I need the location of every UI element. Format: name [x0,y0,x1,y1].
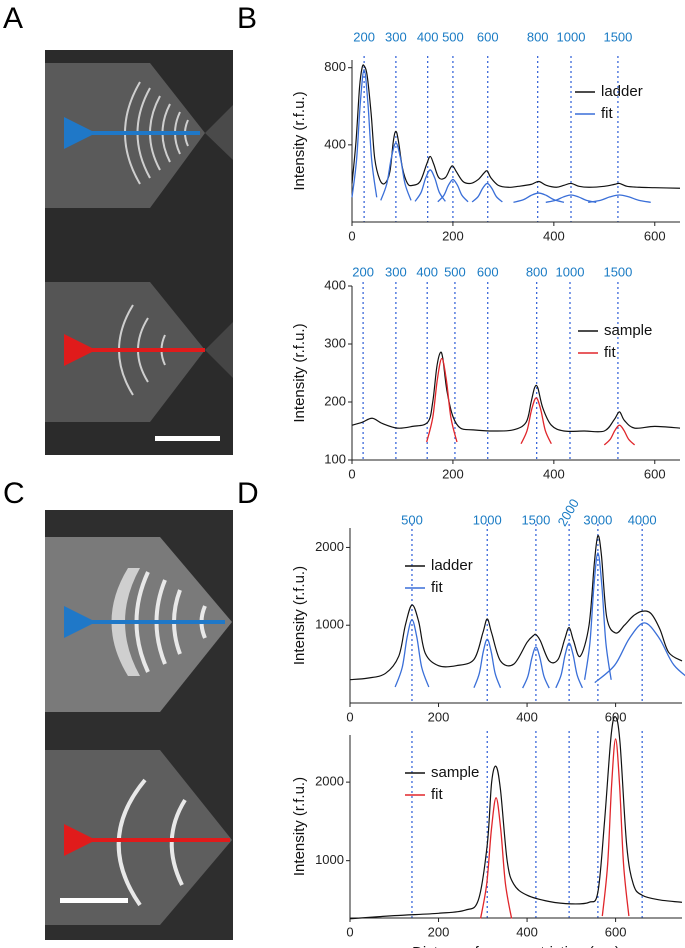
data-line [594,622,685,684]
marker-label: 1000 [557,29,586,44]
y-tick-label: 300 [324,335,346,350]
legend-label: fit [431,579,444,596]
marker-label: 800 [526,264,548,279]
x-tick-label: 0 [348,228,355,243]
legend-label: fit [431,786,444,803]
data-line [520,397,552,445]
data-line [394,619,430,688]
x-tick-label: 200 [442,466,464,481]
data-line [522,646,550,689]
marker-label: 400 [417,29,439,44]
y-tick-label: 800 [324,59,346,74]
legend-label: sample [604,322,652,339]
data-line [545,194,597,203]
legend-label: fit [604,344,617,361]
x-axis-label: Distance from constriction (µm) [412,944,620,948]
y-axis-label: Intensity (r.f.u.) [291,91,308,190]
y-axis-label: Intensity (r.f.u.) [291,566,308,665]
marker-label: 1000 [556,264,585,279]
marker-label: 1500 [521,512,550,527]
data-line [601,738,630,917]
x-tick-label: 200 [428,709,450,724]
marker-label: 500 [401,512,423,527]
y-tick-label: 400 [324,277,346,292]
micrograph-a [45,50,233,455]
legend-label: ladder [431,557,473,574]
x-tick-label: 400 [516,924,538,939]
y-tick-label: 200 [324,393,346,408]
y-tick-label: 1000 [315,617,344,632]
micrograph-c [45,510,233,940]
data-line [471,182,503,203]
marker-label: 200 [353,29,375,44]
data-line [555,642,584,689]
data-line [414,169,446,202]
data-line [351,64,681,189]
marker-label: 200 [352,264,374,279]
y-tick-label: 1000 [315,852,344,867]
marker-label: 800 [527,29,549,44]
data-line [351,351,681,433]
y-axis-label: Intensity (r.f.u.) [291,323,308,422]
x-tick-label: 0 [346,709,353,724]
y-tick-label: 400 [324,136,346,151]
legend-label: fit [601,105,614,122]
marker-label: 4000 [628,512,657,527]
x-tick-label: 600 [605,924,627,939]
y-tick-label: 2000 [315,539,344,554]
panel-label: C [3,477,25,510]
x-tick-label: 400 [543,466,565,481]
panel-label: D [237,477,259,510]
legend-label: sample [431,764,479,781]
y-tick-label: 2000 [315,774,344,789]
data-line [513,192,565,203]
marker-label: 500 [442,29,464,44]
legend-label: ladder [601,83,643,100]
marker-label: 3000 [583,512,612,527]
data-line [583,552,612,680]
marker-label: 400 [416,264,438,279]
marker-label: 500 [444,264,466,279]
data-line [588,194,651,203]
x-tick-label: 0 [348,466,355,481]
data-line [349,535,683,681]
marker-label: 1500 [603,264,632,279]
marker-label: 300 [385,264,407,279]
marker-label: 1000 [473,512,502,527]
data-line [603,424,636,446]
x-tick-label: 200 [428,924,450,939]
marker-label: 1500 [603,29,632,44]
x-tick-label: 0 [346,924,353,939]
x-tick-label: 600 [644,228,666,243]
x-tick-label: 600 [644,466,666,481]
data-line [380,142,412,201]
data-line [351,68,378,198]
x-tick-label: 200 [442,228,464,243]
data-line [473,638,502,688]
marker-label: 600 [477,29,499,44]
x-tick-label: 400 [543,228,565,243]
data-line [479,797,513,919]
panel-label: A [3,2,23,35]
y-axis-label: Intensity (r.f.u.) [291,777,308,876]
data-line [426,357,458,443]
data-line [437,178,469,203]
marker-label: 2000 [554,496,581,529]
panel-label: B [237,2,257,35]
data-line [349,716,683,920]
marker-label: 600 [477,264,499,279]
y-tick-label: 100 [324,451,346,466]
x-tick-label: 400 [516,709,538,724]
marker-label: 300 [385,29,407,44]
